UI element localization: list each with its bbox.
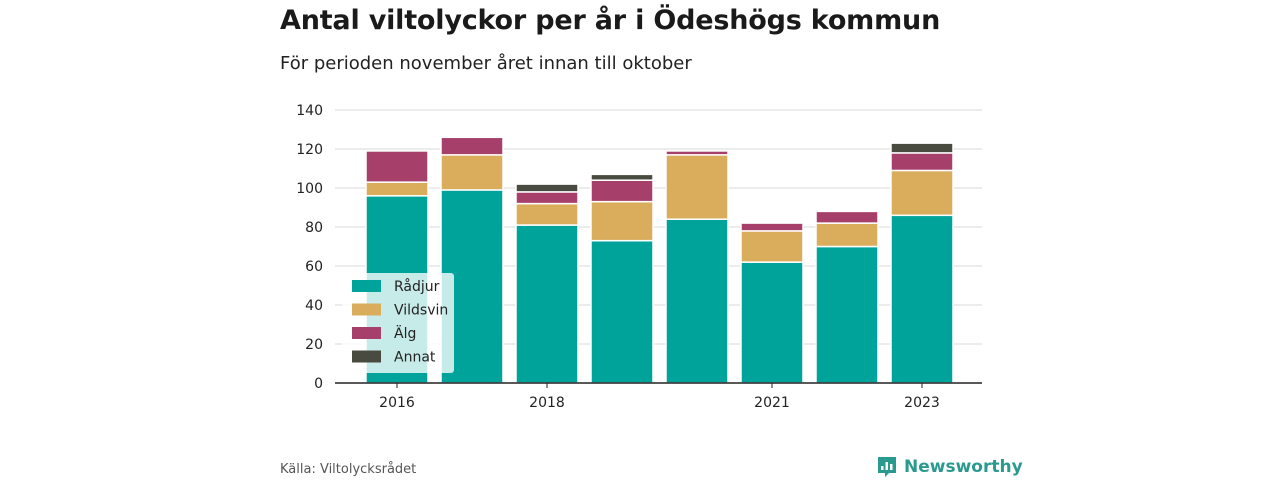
legend-swatch	[352, 280, 381, 292]
newsworthy-bar-chart-icon	[878, 457, 896, 477]
legend-label: Annat	[394, 350, 436, 366]
bar-segment	[515, 202, 579, 226]
chart-subtitle: För perioden november året innan till ok…	[280, 53, 692, 74]
y-tick-label: 40	[305, 298, 323, 314]
bar-segment	[665, 150, 729, 156]
bar-segment	[665, 154, 729, 220]
x-tick-label: 2021	[754, 395, 790, 411]
bar-segment	[815, 210, 879, 224]
legend-swatch	[352, 303, 381, 316]
y-tick-label: 140	[296, 103, 323, 119]
legend: Rådjur Vildsvin Älg Annat	[342, 273, 454, 373]
x-tick-label: 2023	[904, 395, 940, 411]
bar-segment	[365, 181, 429, 197]
bar-segment	[515, 224, 579, 384]
bar-segment	[890, 142, 954, 154]
bar-segment	[590, 179, 654, 203]
bar-segment	[515, 191, 579, 205]
bar-segment	[365, 150, 429, 183]
chart-title: Antal viltolyckor per år i Ödeshögs komm…	[280, 5, 941, 36]
bar-segment	[590, 200, 654, 242]
stacked-bar-chart: 0 20 40 60 80 100 120 140 2016 2018 2021 2023 Rådjur…	[296, 103, 982, 411]
y-tick-label: 80	[305, 220, 323, 236]
y-tick-label: 100	[296, 181, 323, 197]
bar-segment	[890, 152, 954, 172]
bar-segment	[890, 214, 954, 384]
bar-segment	[815, 222, 879, 248]
legend-box	[342, 273, 454, 373]
bar-segment	[665, 218, 729, 384]
y-tick-label: 20	[305, 337, 323, 353]
legend-label: Älg	[394, 324, 416, 342]
legend-label: Vildsvin	[394, 303, 448, 319]
bar-segment	[890, 169, 954, 217]
legend-swatch	[352, 350, 381, 363]
bar-segment	[515, 183, 579, 193]
bar-segment	[740, 230, 804, 263]
legend-label: Rådjur	[394, 278, 440, 295]
source-note: Källa: Viltolycksrådet	[280, 462, 417, 477]
legend-swatch	[352, 327, 381, 339]
bar-segment	[590, 173, 654, 181]
y-tick-label: 60	[305, 259, 323, 275]
y-tick-label: 0	[314, 376, 323, 392]
bar-segment	[440, 136, 504, 156]
bar-segment	[740, 261, 804, 384]
bar-segment	[440, 154, 504, 191]
x-tick-label: 2018	[529, 395, 565, 411]
bar-segment	[590, 239, 654, 384]
bar-segment	[815, 245, 879, 384]
y-tick-label: 120	[296, 142, 323, 158]
brand-name: Newsworthy	[904, 457, 1023, 477]
newsworthy-logo: Newsworthy	[876, 455, 1023, 479]
x-tick-label: 2016	[379, 395, 415, 411]
bar-segment	[740, 222, 804, 232]
